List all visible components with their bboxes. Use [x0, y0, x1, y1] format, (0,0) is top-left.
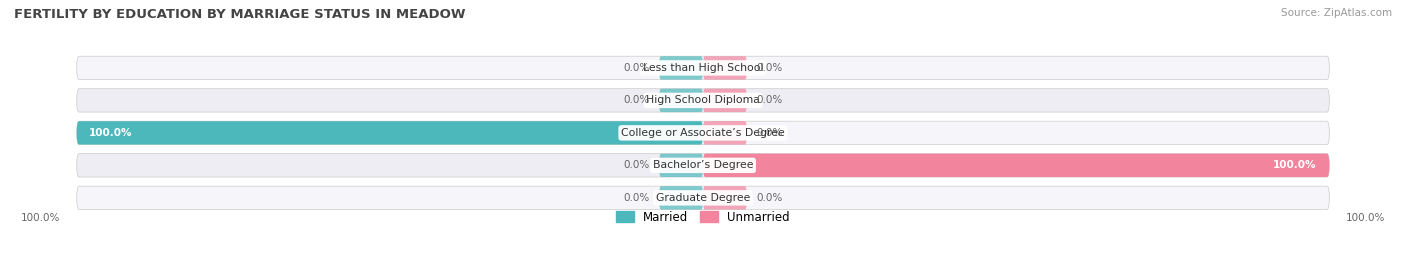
FancyBboxPatch shape [659, 56, 703, 80]
Text: Graduate Degree: Graduate Degree [655, 193, 751, 203]
FancyBboxPatch shape [77, 89, 1329, 112]
FancyBboxPatch shape [659, 154, 703, 177]
FancyBboxPatch shape [703, 56, 747, 80]
FancyBboxPatch shape [703, 154, 1329, 177]
Text: 0.0%: 0.0% [623, 63, 650, 73]
Text: 100.0%: 100.0% [89, 128, 132, 138]
Text: Bachelor’s Degree: Bachelor’s Degree [652, 160, 754, 170]
Text: 0.0%: 0.0% [756, 193, 783, 203]
FancyBboxPatch shape [77, 121, 703, 144]
Text: FERTILITY BY EDUCATION BY MARRIAGE STATUS IN MEADOW: FERTILITY BY EDUCATION BY MARRIAGE STATU… [14, 8, 465, 21]
FancyBboxPatch shape [659, 89, 703, 112]
FancyBboxPatch shape [77, 121, 1329, 144]
Text: 0.0%: 0.0% [756, 63, 783, 73]
FancyBboxPatch shape [703, 121, 747, 144]
Text: Less than High School: Less than High School [643, 63, 763, 73]
Legend: Married, Unmarried: Married, Unmarried [612, 206, 794, 228]
Text: 100.0%: 100.0% [1347, 213, 1386, 223]
FancyBboxPatch shape [703, 186, 747, 210]
Text: 100.0%: 100.0% [20, 213, 59, 223]
Text: 0.0%: 0.0% [756, 128, 783, 138]
FancyBboxPatch shape [77, 186, 1329, 210]
Text: 0.0%: 0.0% [623, 95, 650, 105]
Text: High School Diploma: High School Diploma [647, 95, 759, 105]
Text: 0.0%: 0.0% [623, 193, 650, 203]
Text: 0.0%: 0.0% [623, 160, 650, 170]
FancyBboxPatch shape [77, 56, 1329, 80]
FancyBboxPatch shape [659, 186, 703, 210]
FancyBboxPatch shape [77, 154, 1329, 177]
Text: 100.0%: 100.0% [1274, 160, 1317, 170]
Text: College or Associate’s Degree: College or Associate’s Degree [621, 128, 785, 138]
Text: 0.0%: 0.0% [756, 95, 783, 105]
Text: Source: ZipAtlas.com: Source: ZipAtlas.com [1281, 8, 1392, 18]
FancyBboxPatch shape [703, 89, 747, 112]
